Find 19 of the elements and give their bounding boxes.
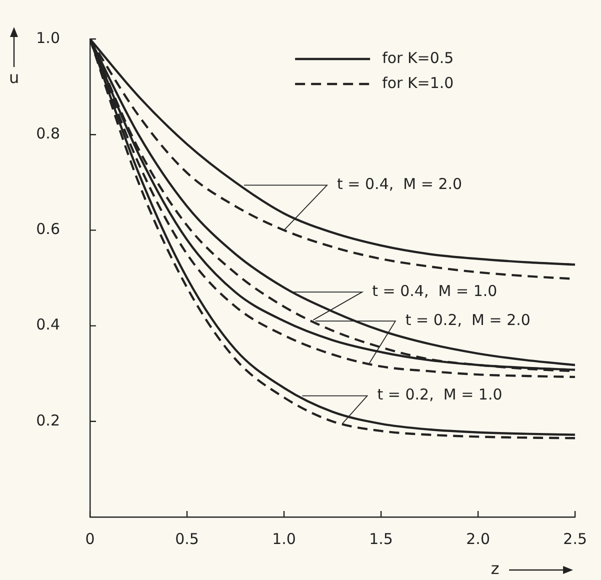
x-tick-label: 1.5 [369, 530, 393, 548]
x-axis-title: z [490, 559, 500, 578]
x-tick-label: 0.5 [175, 530, 199, 548]
x-tick-label: 2.0 [466, 530, 490, 548]
legend-label: for K=1.0 [382, 74, 454, 92]
y-tick-label: 0.8 [36, 124, 60, 142]
annotation: t = 0.2, M = 1.0 [377, 386, 502, 404]
x-tick-label: 1.0 [272, 530, 296, 548]
y-tick-label: 1.0 [36, 28, 60, 47]
legend-label: for K=0.5 [382, 48, 454, 67]
annotation: t = 0.2, M = 2.0 [405, 310, 530, 329]
y-tick-label: 0.4 [36, 316, 60, 334]
x-tick-label: 2.5 [563, 530, 587, 548]
annotation: t = 0.4, M = 2.0 [337, 175, 462, 194]
y-axis-title: u [8, 68, 20, 88]
x-tick-label: 0 [85, 530, 95, 548]
y-tick-label: 0.2 [36, 411, 60, 430]
annotation: t = 0.4, M = 1.0 [372, 282, 498, 300]
y-tick-label: 0.6 [36, 220, 60, 238]
